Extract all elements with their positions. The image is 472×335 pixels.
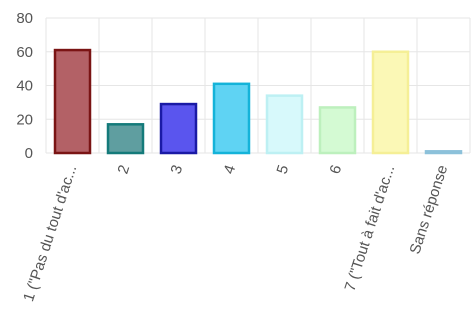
- bar: [371, 50, 410, 155]
- bar: [53, 48, 92, 155]
- y-tick-label: 60: [16, 44, 33, 61]
- bar: [265, 94, 304, 155]
- x-axis-tick-labels: 1 ("Pas du tout d'ac... 2 3 4 5 67 ("Tout à f…: [20, 163, 451, 304]
- x-tick-label: 5: [274, 163, 293, 176]
- x-tick-label: 2: [115, 163, 134, 176]
- y-tick-label: 80: [16, 10, 33, 27]
- bar: [212, 82, 251, 155]
- x-tick-label: 6: [327, 163, 346, 176]
- x-tick-label: 7 ("Tout à fait d'ac...: [341, 163, 398, 293]
- bar: [318, 106, 357, 155]
- bar: [159, 102, 198, 155]
- bar: [106, 123, 145, 155]
- bar: [424, 150, 463, 155]
- x-tick-label: 1 ("Pas du tout d'ac...: [20, 163, 80, 304]
- bars: [53, 48, 463, 155]
- gridlines: [45, 17, 471, 154]
- y-tick-label: 0: [25, 145, 33, 162]
- y-tick-label: 40: [16, 78, 33, 95]
- y-tick-label: 20: [16, 111, 33, 128]
- y-axis-tick-labels: 0 20 40 60 80: [16, 10, 33, 162]
- x-tick-label: 3: [168, 163, 187, 176]
- x-tick-label: 4: [221, 163, 240, 176]
- x-tick-label: Sans réponse: [407, 163, 452, 256]
